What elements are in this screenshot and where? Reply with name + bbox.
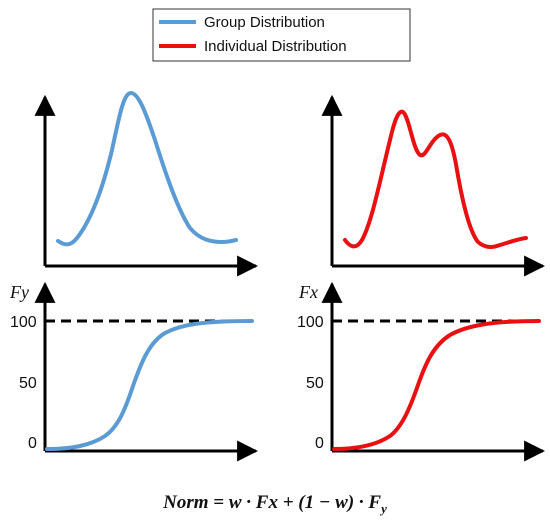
group-density-curve xyxy=(56,90,238,247)
panel-individual-density xyxy=(321,94,546,277)
y-axis-title: Fx xyxy=(298,282,318,302)
panel-group-cumulative: Fy 100 50 0 xyxy=(9,281,259,462)
group-cumulative-curve xyxy=(45,319,254,451)
tick-label-50: 50 xyxy=(19,375,37,392)
y-axis-title: Fy xyxy=(9,282,29,302)
tick-label-0: 0 xyxy=(28,435,37,452)
tick-label-100: 100 xyxy=(10,314,37,331)
tick-label-50: 50 xyxy=(306,375,324,392)
tick-label-100: 100 xyxy=(297,314,324,331)
individual-cumulative-curve xyxy=(332,319,541,451)
panel-group-density xyxy=(34,90,259,277)
panel-individual-cumulative: Fx 100 50 0 xyxy=(297,281,546,462)
legend: Group Distribution Individual Distributi… xyxy=(152,8,411,62)
legend-label-group: Group Distribution xyxy=(204,14,325,31)
legend-frame xyxy=(152,8,411,62)
legend-label-individual: Individual Distribution xyxy=(204,38,347,55)
normalization-formula: Norm = w · Fx + (1 − w) · Fy xyxy=(162,492,387,516)
tick-label-0: 0 xyxy=(315,435,324,452)
individual-density-curve xyxy=(343,109,528,249)
